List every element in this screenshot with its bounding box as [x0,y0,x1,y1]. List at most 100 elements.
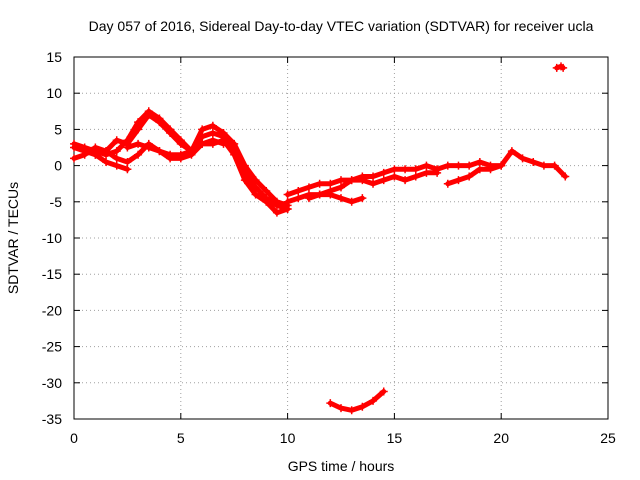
series-line [124,137,226,158]
series-track-k [552,62,568,72]
data-point [315,190,324,199]
data-point [422,161,431,170]
x-tick-label: 20 [493,430,509,446]
data-point [337,183,345,192]
data-point [123,165,132,174]
series-line [306,192,365,205]
y-axis: -35 -30 -25 -20 -15 -10 -5 0 5 10 15 [42,49,608,427]
data-point [134,118,143,127]
y-tick-label: -30 [42,375,62,391]
y-tick-label: -15 [42,266,62,282]
data-point [70,139,78,148]
series-track-c [70,136,292,217]
y-axis-label: SDTVAR / TECUs [5,182,21,294]
data-point [475,157,484,166]
data-point [559,63,568,72]
data-point [337,404,345,413]
data-point [112,147,121,156]
data-point [379,176,388,185]
data-point [465,172,474,181]
data-point [369,396,378,405]
data-point [230,139,239,148]
data-point [272,197,281,206]
y-tick-label: -5 [50,194,63,210]
data-point [208,129,217,138]
data-point [123,136,132,145]
y-tick-label: 5 [54,121,62,137]
data-point [251,176,260,185]
data-point [70,154,78,163]
data-point [304,194,313,203]
gridlines [74,57,608,419]
series-line [327,389,387,413]
data-point [443,179,452,188]
x-axis-label: GPS time / hours [288,458,395,474]
data-point [358,194,367,203]
data-point [401,165,410,174]
data-point [369,179,378,188]
data-point [230,150,239,159]
data-point [294,186,303,195]
data-point [326,399,335,408]
data-point [219,139,228,148]
data-point [91,150,100,159]
data-point [112,161,121,170]
chart-title: Day 057 of 2016, Sidereal Day-to-day VTE… [89,18,594,34]
series-track-d [123,136,228,159]
data-point [262,197,271,206]
y-tick-label: -35 [42,411,62,427]
data-point [315,179,324,188]
data-point [454,161,463,170]
series-track-f [283,147,570,199]
data-point [166,125,175,134]
data-point [422,168,431,177]
data-point [134,139,143,148]
data-point [187,147,196,156]
data-point [240,161,249,170]
series-track-j [326,387,388,415]
data-point [123,143,132,152]
x-tick-label: 0 [70,430,78,446]
data-point [155,114,164,123]
data-point [134,150,143,159]
data-point [475,165,484,174]
series-track-i [443,161,506,188]
y-tick-label: -20 [42,302,62,318]
data-point [518,154,527,163]
data-point [155,147,164,156]
data-point [102,147,111,156]
data-point [379,387,388,396]
data-point [347,176,356,185]
data-point [486,165,495,174]
data-point [166,150,175,159]
data-point [326,190,335,199]
data-point [337,194,345,203]
data-point [272,208,281,217]
data-point [358,176,367,185]
data-point [561,172,570,181]
data-point [262,186,271,195]
data-point [198,139,207,148]
x-tick-label: 10 [280,430,296,446]
data-point [80,150,89,159]
data-point [497,161,506,170]
data-point [390,165,399,174]
y-tick-label: -25 [42,339,62,355]
data-point [102,157,111,166]
y-tick-label: 15 [46,49,62,65]
data-point [144,107,153,116]
data-point [369,172,378,181]
data-point [433,168,442,177]
data-point [379,168,388,177]
data-point [123,157,132,166]
series-track-h [304,190,367,206]
data-point [550,161,559,170]
data-point [251,190,260,199]
data-point [507,147,516,156]
data-point [465,161,474,170]
data-point [176,150,185,159]
data-point [91,143,100,152]
data-series [70,62,570,415]
data-point [390,172,399,181]
